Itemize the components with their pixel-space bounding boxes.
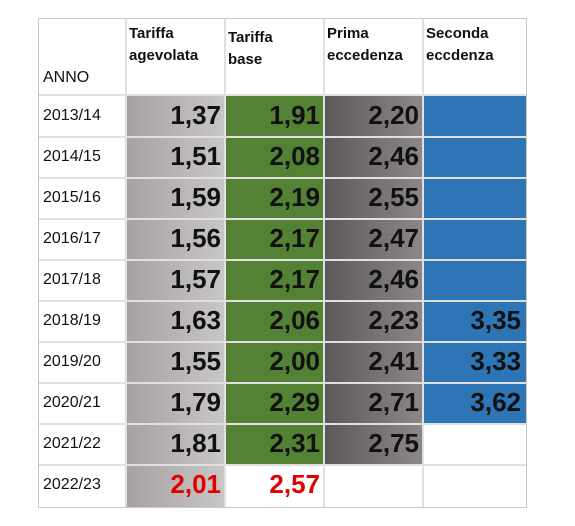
value-prima: 2,46 xyxy=(368,141,419,171)
year-label: 2021/22 xyxy=(43,435,101,452)
row-divider xyxy=(39,300,526,302)
value-base: 2,31 xyxy=(269,428,320,458)
row-divider xyxy=(39,136,526,138)
value-agevolata: 1,59 xyxy=(170,182,221,212)
value-agevolata: 1,57 xyxy=(170,264,221,294)
value-agevolata: 1,55 xyxy=(170,346,221,376)
year-label: 2018/19 xyxy=(43,312,101,329)
value-agevolata: 1,56 xyxy=(170,223,221,253)
year-label: 2014/15 xyxy=(43,148,101,165)
value-base: 2,08 xyxy=(269,141,320,171)
header-agevolata: Tariffa agevolata xyxy=(129,25,199,64)
row-divider xyxy=(39,423,526,425)
value-prima: 2,41 xyxy=(368,346,419,376)
value-base: 2,00 xyxy=(269,346,320,376)
value-prima: 2,55 xyxy=(368,182,419,212)
value-base: 2,17 xyxy=(269,264,320,294)
year-label: 2020/21 xyxy=(43,394,101,411)
row-divider xyxy=(39,177,526,179)
value-prima: 2,23 xyxy=(368,305,419,335)
value-base: 2,19 xyxy=(269,182,320,212)
value-prima: 2,20 xyxy=(368,100,419,130)
value-seconda: 3,33 xyxy=(470,346,521,376)
header-base: Tariffa base xyxy=(228,29,273,68)
row-divider xyxy=(39,218,526,220)
value-agevolata: 1,37 xyxy=(170,100,221,130)
value-prima: 2,71 xyxy=(368,387,419,417)
value-agevolata: 2,01 xyxy=(170,469,221,499)
row-divider xyxy=(39,259,526,261)
column-divider xyxy=(125,19,127,507)
year-label: 2013/14 xyxy=(43,107,101,124)
row-divider xyxy=(39,382,526,384)
value-base: 2,57 xyxy=(269,469,320,499)
value-prima: 2,46 xyxy=(368,264,419,294)
header-seconda: Seconda eccdenza xyxy=(426,25,494,64)
header-prima: Prima eccedenza xyxy=(327,25,403,64)
value-base: 2,17 xyxy=(269,223,320,253)
value-agevolata: 1,63 xyxy=(170,305,221,335)
value-prima: 2,47 xyxy=(368,223,419,253)
row-divider xyxy=(39,464,526,466)
tariff-table: Tariffa agevolata Tariffa base Prima ecc… xyxy=(38,18,527,508)
year-label: 2015/16 xyxy=(43,189,101,206)
column-divider xyxy=(422,19,424,507)
column-divider xyxy=(323,19,325,507)
column-divider xyxy=(224,19,226,507)
value-base: 2,29 xyxy=(269,387,320,417)
row-divider xyxy=(39,94,526,96)
value-base: 1,91 xyxy=(269,100,320,130)
year-label: 2017/18 xyxy=(43,271,101,288)
value-seconda: 3,62 xyxy=(470,387,521,417)
value-base: 2,06 xyxy=(269,305,320,335)
prima-column-fill xyxy=(325,96,423,466)
value-agevolata: 1,79 xyxy=(170,387,221,417)
value-prima: 2,75 xyxy=(368,428,419,458)
year-label: 2019/20 xyxy=(43,353,101,370)
header-anno: ANNO xyxy=(43,69,90,86)
row-divider xyxy=(39,341,526,343)
year-label: 2022/23 xyxy=(43,476,101,493)
base-column-fill xyxy=(226,96,324,466)
year-label: 2016/17 xyxy=(43,230,101,247)
value-agevolata: 1,51 xyxy=(170,141,221,171)
value-agevolata: 1,81 xyxy=(170,428,221,458)
value-seconda: 3,35 xyxy=(470,305,521,335)
